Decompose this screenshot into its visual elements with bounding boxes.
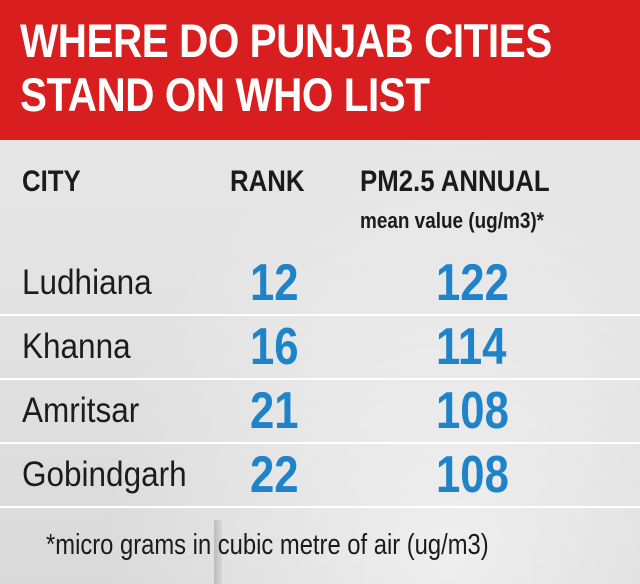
pm25-value: 108: [436, 382, 509, 440]
column-subheader-pm25: mean value (ug/m3)*: [360, 208, 544, 233]
title-line-2: STAND ON WHO LIST: [20, 68, 430, 121]
city-name: Gobindgarh: [22, 455, 187, 494]
title-line-1: WHERE DO PUNJAB CITIES: [20, 14, 552, 67]
rank-value: 12: [250, 254, 299, 312]
row-divider: [0, 314, 640, 316]
rank-value: 21: [250, 382, 299, 440]
background-tower: [214, 520, 222, 584]
table-row: Khanna 16 114: [0, 316, 640, 380]
column-header-city: CITY: [22, 165, 81, 198]
rank-value: 16: [250, 318, 299, 376]
pm25-value: 122: [436, 254, 509, 312]
pm25-value: 114: [436, 318, 507, 376]
column-header-pm25: PM2.5 ANNUAL: [360, 165, 550, 198]
table-row: Gobindgarh 22 108: [0, 444, 640, 508]
table-row: Amritsar 21 108: [0, 380, 640, 444]
pm25-value: 108: [436, 446, 509, 504]
column-header-rank: RANK: [230, 165, 305, 198]
title-banner: WHERE DO PUNJAB CITIES STAND ON WHO LIST: [0, 0, 640, 140]
table-row: Ludhiana 12 122: [0, 252, 640, 316]
city-table: Ludhiana 12 122 Khanna 16 114 Amritsar 2…: [0, 252, 640, 508]
city-name: Amritsar: [22, 391, 140, 430]
row-divider: [0, 442, 640, 444]
city-name: Ludhiana: [22, 263, 152, 302]
row-divider: [0, 506, 640, 508]
row-divider: [0, 378, 640, 380]
city-name: Khanna: [22, 327, 131, 366]
rank-value: 22: [250, 446, 299, 504]
footnote: *micro grams in cubic metre of air (ug/m…: [46, 529, 489, 561]
